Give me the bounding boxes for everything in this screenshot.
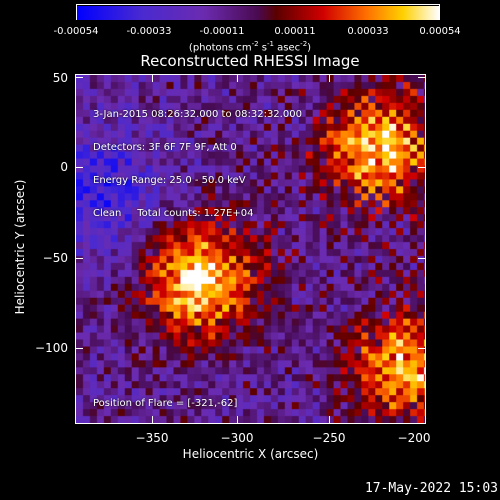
x-tick-mark xyxy=(237,74,238,82)
chart-title: Reconstructed RHESSI Image xyxy=(140,52,360,70)
heatmap-image xyxy=(76,75,425,423)
x-tick-label: −250 xyxy=(312,431,346,445)
x-tick-mark xyxy=(237,416,238,424)
x-tick-mark xyxy=(152,416,153,424)
energy-range: Energy Range: 25.0 - 50.0 keV xyxy=(93,175,246,186)
colorbar-tick: 0.00054 xyxy=(419,26,461,37)
total-counts: Clean Total counts: 1.27E+04 xyxy=(93,208,254,219)
colorbar-gradient xyxy=(77,6,439,20)
observation-info: 3-Jan-2015 08:26:32.000 to 08:32:32.000 … xyxy=(93,87,302,230)
colorbar-tick: -0.00054 xyxy=(53,26,99,37)
x-tick-label: −350 xyxy=(135,431,169,445)
timestamp: 17-May-2022 15:03 xyxy=(364,481,498,496)
detectors: Detectors: 3F 6F 7F 9F, Att 0 xyxy=(93,142,237,153)
y-tick-mark xyxy=(418,77,426,78)
x-tick-mark xyxy=(329,416,330,424)
colorbar-units: (photons cm-2 s-1 asec-2) xyxy=(188,40,312,54)
y-tick-mark xyxy=(418,167,426,168)
y-tick-mark xyxy=(418,258,426,259)
y-tick-label: 0 xyxy=(60,160,68,174)
y-tick-mark xyxy=(418,348,426,349)
y-tick-mark xyxy=(75,167,83,168)
colorbar-tick: -0.00011 xyxy=(199,26,245,37)
y-tick-mark xyxy=(75,77,83,78)
colorbar xyxy=(76,4,440,20)
y-tick-label: 50 xyxy=(52,71,68,85)
x-tick-label: −200 xyxy=(397,431,431,445)
x-tick-mark xyxy=(152,74,153,82)
colorbar-tick: 0.00033 xyxy=(347,26,389,37)
y-tick-mark xyxy=(75,348,83,349)
flare-position: Position of Flare = [-321,-62] xyxy=(93,398,238,409)
y-tick-label: −100 xyxy=(35,341,68,355)
y-tick-label: −50 xyxy=(42,251,68,265)
time-range: 3-Jan-2015 08:26:32.000 to 08:32:32.000 xyxy=(93,109,302,120)
colorbar-tick: 0.00011 xyxy=(274,26,316,37)
y-axis-label: Heliocentric Y (arcsec) xyxy=(13,179,27,315)
y-tick-mark xyxy=(75,258,83,259)
x-axis-label: Heliocentric X (arcsec) xyxy=(182,447,319,461)
x-tick-label: −300 xyxy=(220,431,254,445)
colorbar-tick: -0.00033 xyxy=(126,26,172,37)
plot-area xyxy=(75,74,426,424)
x-tick-mark xyxy=(329,74,330,82)
